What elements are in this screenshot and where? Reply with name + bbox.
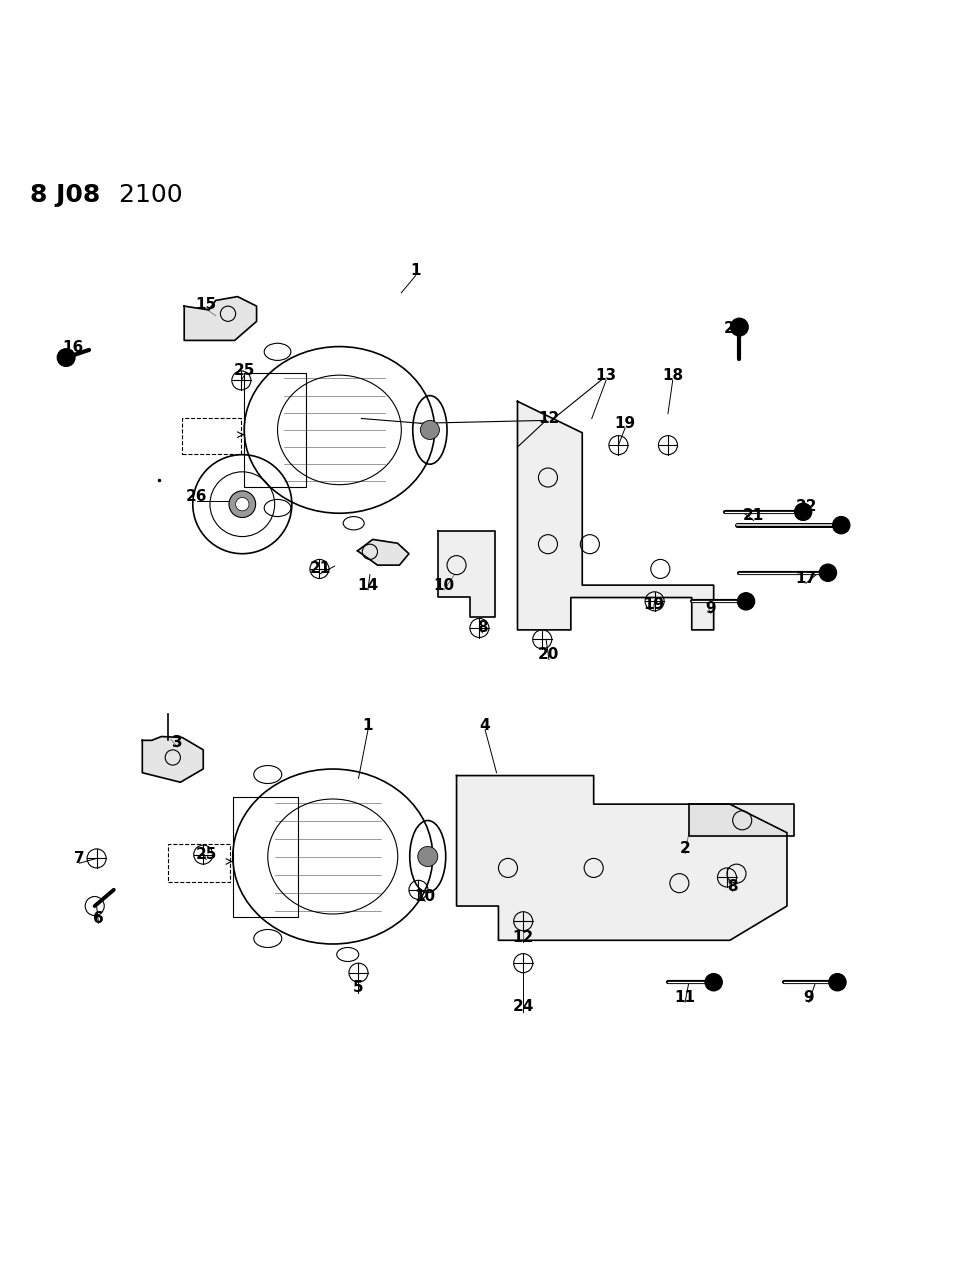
Bar [168, 844, 230, 881]
Polygon shape [142, 737, 203, 783]
Text: 8 J08: 8 J08 [30, 182, 100, 207]
Text: 8: 8 [728, 880, 738, 895]
Text: 15: 15 [196, 297, 217, 311]
Circle shape [56, 348, 75, 367]
Text: 16: 16 [62, 339, 83, 354]
Bar [244, 372, 307, 487]
Text: 1: 1 [363, 718, 373, 733]
Text: 14: 14 [357, 578, 378, 593]
Text: 24: 24 [513, 1000, 534, 1015]
Bar [182, 417, 242, 454]
Text: 12: 12 [539, 411, 560, 426]
Circle shape [420, 421, 439, 440]
Text: 22: 22 [796, 499, 817, 514]
Text: 8: 8 [477, 621, 488, 635]
Circle shape [236, 497, 249, 511]
Text: 7: 7 [74, 850, 85, 866]
Text: 2: 2 [680, 842, 690, 857]
Circle shape [795, 504, 812, 520]
Text: 19: 19 [643, 597, 665, 612]
Text: 12: 12 [513, 929, 534, 945]
Circle shape [833, 516, 850, 534]
Text: 23: 23 [724, 320, 745, 335]
Circle shape [229, 491, 256, 518]
Text: 9: 9 [803, 989, 815, 1005]
Polygon shape [184, 297, 257, 340]
Text: 25: 25 [234, 363, 255, 379]
Text: 6: 6 [94, 910, 104, 926]
Text: 21: 21 [743, 509, 764, 523]
Text: 10: 10 [434, 578, 455, 593]
Circle shape [737, 593, 754, 609]
Text: 11: 11 [674, 989, 695, 1005]
Text: 20: 20 [539, 648, 560, 662]
Text: 5: 5 [353, 980, 364, 996]
Circle shape [730, 317, 749, 337]
Text: 26: 26 [186, 490, 207, 504]
Text: 13: 13 [596, 368, 617, 384]
Text: 1: 1 [411, 264, 421, 278]
Bar [233, 797, 298, 917]
Text: 25: 25 [196, 847, 217, 862]
Text: 2100: 2100 [111, 182, 182, 207]
Polygon shape [357, 539, 409, 565]
Polygon shape [456, 775, 787, 940]
Text: 19: 19 [614, 416, 636, 431]
Text: 9: 9 [706, 602, 716, 616]
Circle shape [417, 847, 437, 867]
Polygon shape [689, 805, 794, 835]
Polygon shape [518, 402, 713, 630]
Text: 18: 18 [662, 368, 683, 384]
Circle shape [705, 974, 722, 991]
Text: 21: 21 [309, 561, 331, 576]
Text: 10: 10 [414, 889, 435, 904]
Circle shape [829, 974, 846, 991]
Circle shape [819, 564, 837, 581]
Polygon shape [437, 530, 495, 617]
Text: 4: 4 [479, 718, 491, 733]
Text: 3: 3 [172, 734, 182, 750]
Text: 17: 17 [796, 571, 817, 587]
